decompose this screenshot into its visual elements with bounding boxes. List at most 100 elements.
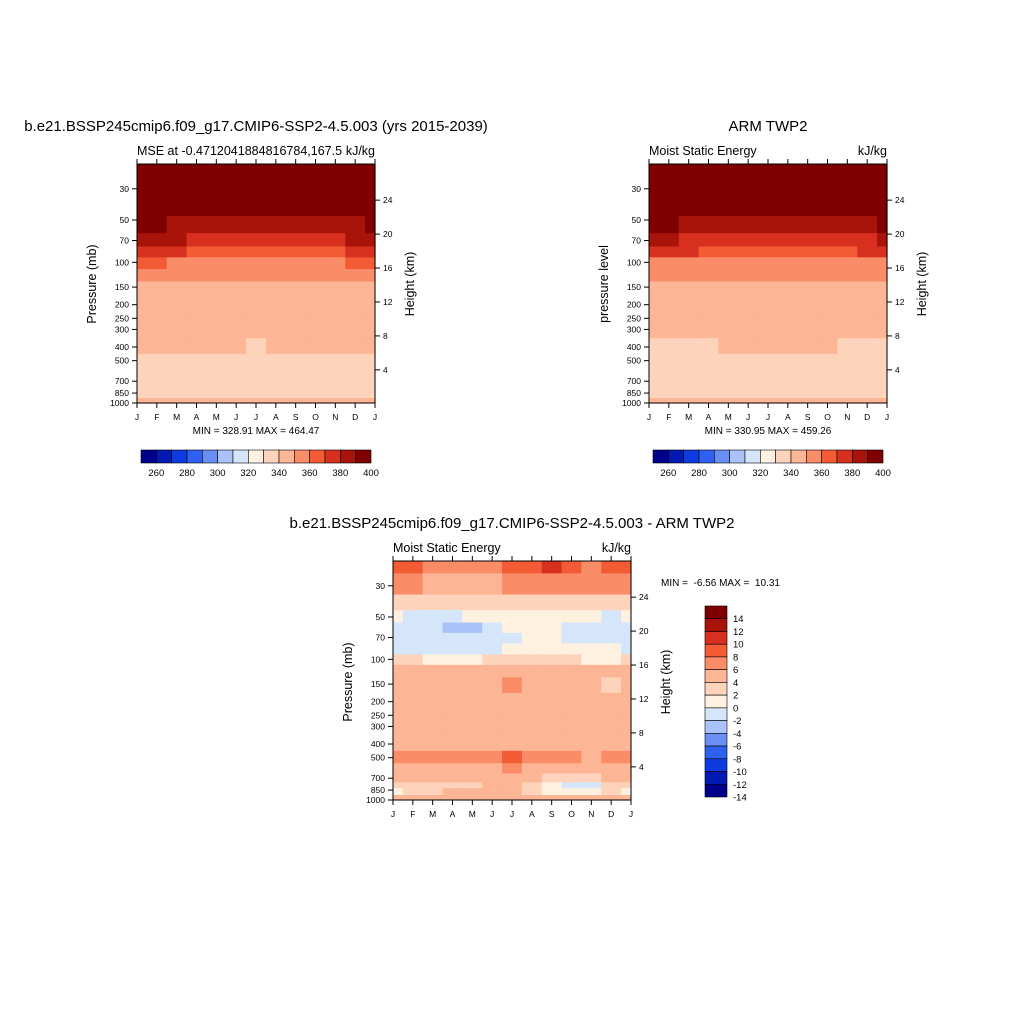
bt-cell xyxy=(462,763,483,775)
tl-cell xyxy=(226,246,247,258)
bt-cell xyxy=(561,735,583,752)
tl-cell xyxy=(265,233,287,248)
tr-cell xyxy=(857,295,878,318)
tr-cell xyxy=(658,257,680,270)
tr-colorbar-label: 400 xyxy=(875,468,891,479)
tr-cell xyxy=(678,246,700,258)
tr-cell xyxy=(649,246,660,258)
tl-colorbar-label: 300 xyxy=(210,468,226,479)
tl-ytick-label: 200 xyxy=(115,300,129,310)
tl-colorbar-box xyxy=(140,449,157,464)
tr-cell xyxy=(817,216,839,234)
tr-cell xyxy=(678,387,700,399)
tr-cell xyxy=(877,353,888,372)
tr-cell xyxy=(718,353,739,372)
tl-colorbar-label: 380 xyxy=(332,468,348,479)
tl-cell xyxy=(137,338,148,355)
bt-colorbar-label: 0 xyxy=(733,703,738,714)
bt-cell xyxy=(393,610,404,624)
tr-cell xyxy=(738,257,759,270)
bt-cell xyxy=(601,573,622,596)
bt-cell xyxy=(541,664,563,678)
bt-cell xyxy=(402,795,424,801)
tr-ytick-label: 250 xyxy=(627,313,641,323)
bt-cell xyxy=(462,692,483,715)
bt-cell xyxy=(521,622,543,634)
bt-cell xyxy=(482,763,503,775)
bt-cell xyxy=(521,573,543,596)
bt-cell xyxy=(561,714,583,736)
bt-cell xyxy=(402,692,424,715)
bt-cell xyxy=(422,692,444,715)
tl-cell xyxy=(206,246,227,258)
bt-ytick-right-label: 4 xyxy=(639,762,644,772)
tl-cell xyxy=(166,216,188,234)
tr-ytick-label: 500 xyxy=(627,356,641,366)
bt-cell xyxy=(502,773,523,783)
bt-cell xyxy=(393,594,404,611)
tl-cell xyxy=(325,295,346,318)
bt-cell xyxy=(422,795,444,801)
tr-colorbar-label: 300 xyxy=(722,468,738,479)
bt-colorbar-label: 12 xyxy=(733,627,744,638)
tr-cell xyxy=(837,257,858,270)
tr-colorbar-label: 340 xyxy=(783,468,799,479)
bt-cell xyxy=(402,610,424,624)
tr-cell xyxy=(877,246,888,258)
tr-colorbar-label: 260 xyxy=(660,468,676,479)
tl-xtick-label: M xyxy=(213,412,220,422)
tr-cell xyxy=(777,370,799,388)
bt-cell xyxy=(422,654,444,666)
tl-cell xyxy=(265,246,287,258)
tr-cell xyxy=(777,185,799,217)
bt-ytick-right-label: 24 xyxy=(639,592,649,602)
tl-cell xyxy=(285,317,307,339)
tr-cell xyxy=(797,269,819,283)
tl-cell xyxy=(265,317,287,339)
tl-cell xyxy=(365,295,376,318)
tl-cell xyxy=(246,185,267,217)
tl-colorbar-box xyxy=(309,449,326,464)
tl-cell xyxy=(305,246,327,258)
bt-cell xyxy=(502,573,523,596)
panel-bottom-left-title: Moist Static Energy xyxy=(393,541,501,555)
tl-xtick-label: A xyxy=(273,412,279,422)
tl-cell xyxy=(265,269,287,283)
tr-cell xyxy=(678,353,700,372)
bt-cell xyxy=(621,561,632,574)
bt-cell xyxy=(502,561,523,574)
tr-colorbar-box xyxy=(729,449,746,464)
tr-ytick-label: 30 xyxy=(632,184,642,194)
bt-cell xyxy=(541,622,563,634)
tl-cell xyxy=(206,281,227,297)
tl-cell xyxy=(345,257,366,270)
tr-colorbar-box xyxy=(744,449,761,464)
tl-cell xyxy=(137,185,148,217)
panel-top-left-minmax: MIN = 328.91 MAX = 464.47 xyxy=(193,426,320,437)
tl-cell xyxy=(226,257,247,270)
bt-xtick-label: O xyxy=(568,809,575,819)
tl-cell xyxy=(206,185,227,217)
bt-colorbar-label: 8 xyxy=(733,652,738,663)
tl-xtick-label: S xyxy=(293,412,299,422)
tl-cell xyxy=(325,370,346,388)
tr-cell xyxy=(698,185,720,217)
tr-cell xyxy=(678,370,700,388)
bt-ytick-right-label: 12 xyxy=(639,694,649,704)
bt-cell xyxy=(393,643,404,655)
tl-colorbar-box xyxy=(156,449,172,464)
bt-colorbar-box xyxy=(704,707,728,721)
tl-cell xyxy=(365,164,376,186)
tr-ytick-label: 50 xyxy=(632,215,642,225)
tr-cell xyxy=(817,233,839,248)
tl-cell xyxy=(246,281,267,297)
panel-bottom-ylabel-right: Height (km) xyxy=(659,650,673,715)
tr-cell xyxy=(738,387,759,399)
tr-cell xyxy=(678,164,700,186)
tr-cell xyxy=(758,353,779,372)
tr-cell xyxy=(738,246,759,258)
bt-ytick-label: 50 xyxy=(376,612,386,622)
tl-cell xyxy=(146,246,168,258)
tr-colorbar-box xyxy=(867,449,884,464)
